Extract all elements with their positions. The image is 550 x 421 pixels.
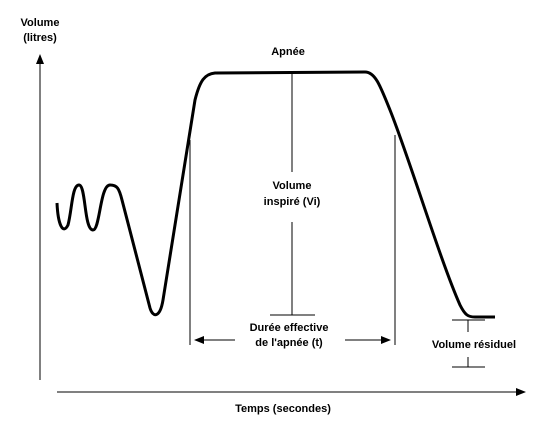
x-axis-label: Temps (secondes)	[235, 403, 331, 415]
volume-curve	[55, 70, 495, 319]
inspired-volume-label: Volume	[273, 180, 312, 192]
duration-label: de l'apnée (t)	[255, 337, 323, 349]
duration-label: Durée effective	[250, 322, 329, 334]
apnea-label: Apnée	[271, 46, 305, 58]
residual-volume-label: Volume résiduel	[432, 339, 516, 351]
inspired-volume-label: inspiré (Vi)	[264, 196, 321, 208]
y-axis-label: (litres)	[23, 32, 57, 44]
y-axis-label: Volume	[21, 17, 60, 29]
